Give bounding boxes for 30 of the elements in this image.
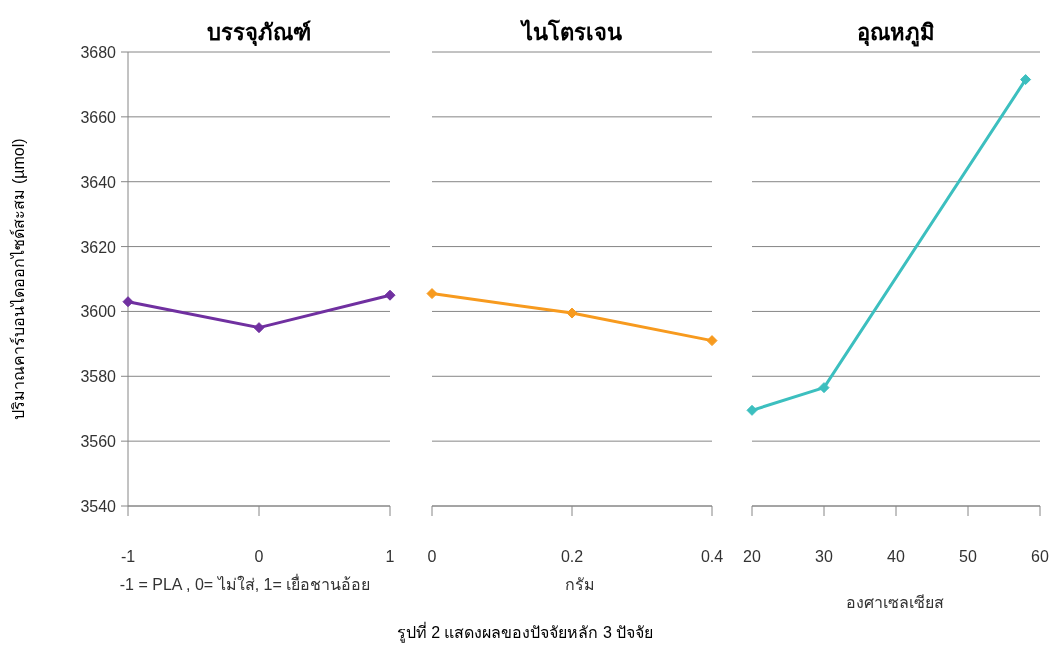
y-tick-label: 3540 [80, 498, 117, 515]
x-tick-label: 0.2 [560, 548, 584, 565]
chart-title: ไนโตรเจน [520, 19, 622, 45]
x-tick-label: 1 [385, 548, 395, 565]
y-tick-label: 3640 [80, 173, 117, 191]
x-tick-label: 30 [815, 548, 833, 565]
point [122, 296, 134, 308]
x-tick-label: 50 [959, 548, 977, 565]
x-tick-label: 40 [887, 548, 905, 565]
y-tick-label: 3660 [80, 108, 117, 126]
x-tick-label: 0.4 [700, 548, 724, 565]
chart-title: อุณหภูมิ [857, 20, 935, 47]
y-tick-label: 3580 [80, 368, 117, 386]
x-tick-label: 0 [427, 548, 437, 565]
x-tick-label: 60 [1031, 548, 1049, 565]
y-tick-label: 3620 [80, 238, 117, 256]
y-axis-title: ปริมาณคาร์บอนไดออกไซด์สะสม (µmol) [9, 138, 27, 420]
x-tick-label: 20 [743, 548, 761, 565]
x-axis-title: องศาเซลเซียส [846, 594, 944, 611]
x-axis-title: กรัม [565, 576, 595, 593]
point [384, 289, 396, 301]
chart-title: บรรจุภัณฑ์ [207, 20, 311, 47]
text: รูปที่ 2 แสดงผลของปัจจัยหลัก 3 ปัจจัย [396, 621, 654, 643]
y-tick-label: 3560 [80, 433, 117, 451]
y-tick-label: 3600 [80, 303, 117, 321]
y-tick-label: 3680 [80, 44, 117, 61]
x-tick-label: -1 [120, 548, 136, 565]
x-tick-label: 0 [254, 548, 264, 565]
x-axis-title: -1 = PLA , 0= ไม่ใส่, 1= เยื่อชานอ้อย [119, 573, 371, 593]
point [253, 322, 265, 334]
